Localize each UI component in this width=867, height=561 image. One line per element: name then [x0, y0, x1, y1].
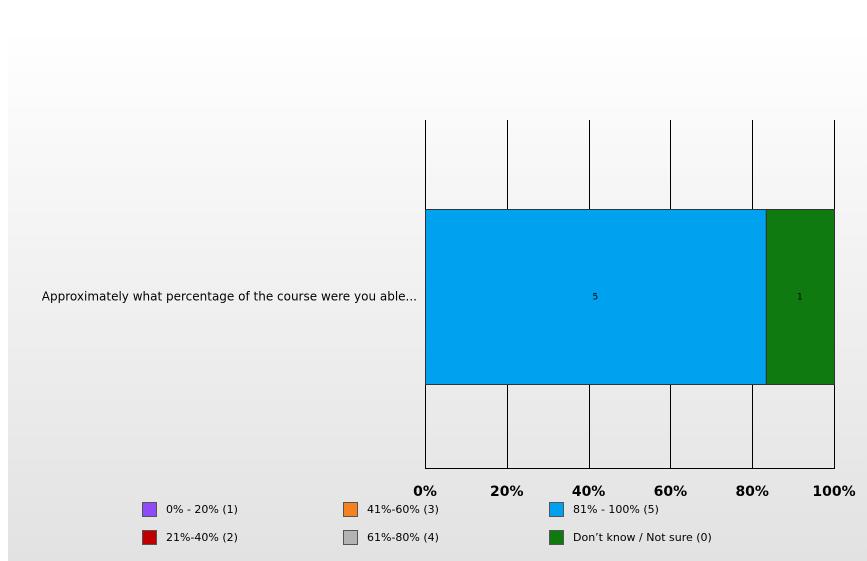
- legend-swatch: [343, 502, 358, 517]
- x-tick-label: 0%: [413, 484, 437, 500]
- chart-svg: 0% 20% 40% 60% 80% 100% 5 1 Approximately what p…: [42, 120, 856, 500]
- legend-item: 81% - 100% (5): [549, 502, 659, 517]
- legend: 0% - 20% (1) 21%-40% (2) 41%-60% (3) 61%-80…: [8, 0, 867, 561]
- category-label: Approximately what percentage of the cou…: [42, 290, 417, 304]
- bar-value-label: 1: [797, 293, 803, 303]
- x-tick-label: 80%: [735, 484, 769, 500]
- bar-segment: [425, 209, 767, 385]
- bar-value-label: 5: [593, 293, 599, 303]
- legend-item: 21%-40% (2): [142, 530, 238, 545]
- legend-label: Don’t know / Not sure (0): [573, 531, 712, 544]
- chart-area: 0% 20% 40% 60% 80% 100% 5 1 Approximately what p…: [8, 0, 867, 561]
- legend-label: 41%-60% (3): [367, 503, 439, 516]
- legend-label: 61%-80% (4): [367, 531, 439, 544]
- legend-label: 0% - 20% (1): [166, 503, 238, 516]
- legend-swatch: [142, 530, 157, 545]
- legend-label: 81% - 100% (5): [573, 503, 659, 516]
- legend-item: 41%-60% (3): [343, 502, 439, 517]
- legend-label: 21%-40% (2): [166, 531, 238, 544]
- x-tick-label: 100%: [812, 484, 855, 500]
- x-tick-label: 20%: [490, 484, 524, 500]
- legend-swatch: [343, 530, 358, 545]
- bar-segment: [765, 209, 835, 385]
- legend-swatch: [549, 502, 564, 517]
- legend-item: Don’t know / Not sure (0): [549, 530, 712, 545]
- legend-item: 61%-80% (4): [343, 530, 439, 545]
- x-tick-label: 60%: [654, 484, 688, 500]
- legend-swatch: [142, 502, 157, 517]
- legend-swatch: [549, 530, 564, 545]
- x-tick-label: 40%: [572, 484, 606, 500]
- legend-item: 0% - 20% (1): [142, 502, 238, 517]
